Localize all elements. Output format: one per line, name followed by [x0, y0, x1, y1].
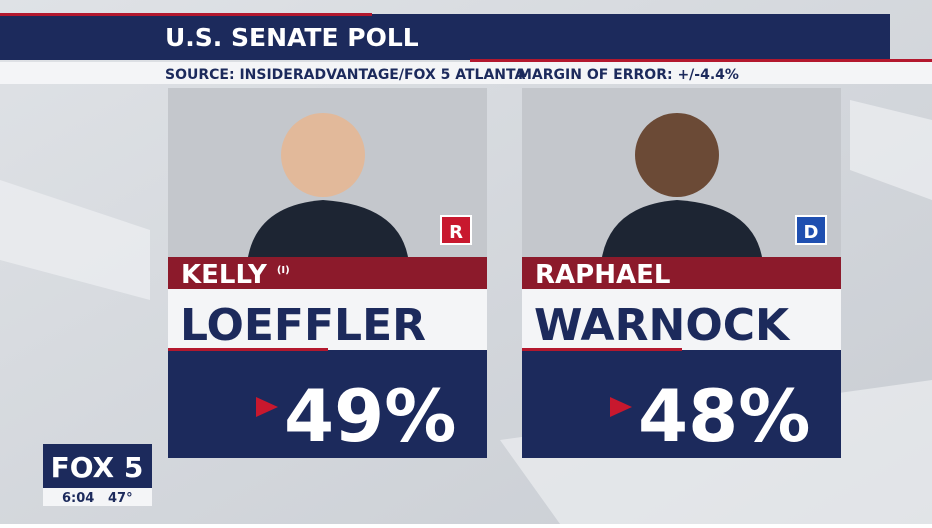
- source-bar: [0, 62, 932, 84]
- logo: FOX 5: [51, 451, 144, 484]
- bg-shape: [0, 180, 150, 300]
- first-name: KELLY: [181, 260, 268, 290]
- party: R: [449, 222, 463, 243]
- party: D: [804, 222, 819, 243]
- title-bar: [0, 14, 890, 60]
- accent-line: [168, 348, 328, 351]
- accent-line: [470, 59, 932, 62]
- incumbent: (I): [277, 265, 290, 276]
- accent-line: [0, 13, 372, 16]
- time: 6:04: [62, 491, 94, 506]
- photo-body: [248, 200, 408, 257]
- bug-strip: [43, 488, 152, 506]
- temperature: 47°: [108, 491, 133, 506]
- logo-box: [43, 444, 152, 488]
- percent: 48%: [638, 374, 810, 458]
- margin-of-error: MARGIN OF ERROR: +/-4.4%: [518, 67, 739, 83]
- first-name: RAPHAEL: [535, 260, 670, 290]
- photo-head: [635, 113, 719, 197]
- last-name-bar: [522, 289, 841, 350]
- arrow: [256, 397, 278, 417]
- source: SOURCE: INSIDERADVANTAGE/FOX 5 ATLANTA: [165, 67, 525, 83]
- last-name: WARNOCK: [534, 300, 791, 351]
- percent-box: [168, 350, 487, 458]
- party-badge: [440, 215, 472, 245]
- arrow: [610, 397, 632, 417]
- photo-head: [281, 113, 365, 197]
- last-name: LOEFFLER: [180, 300, 426, 351]
- bg-shape: [850, 100, 932, 200]
- photo-body: [602, 200, 762, 257]
- first-name-bar: [168, 257, 487, 289]
- percent: 49%: [284, 374, 456, 458]
- cards: R KELLY (I) LOEFFLER 49% D RAPHAEL WARNOCK 48%: [168, 88, 841, 458]
- first-name-bar: [522, 257, 841, 289]
- party-badge: [795, 215, 827, 245]
- last-name-bar: [168, 289, 487, 350]
- accent-line: [522, 348, 682, 351]
- title: U.S. SENATE POLL: [165, 23, 419, 52]
- percent-box: [522, 350, 841, 458]
